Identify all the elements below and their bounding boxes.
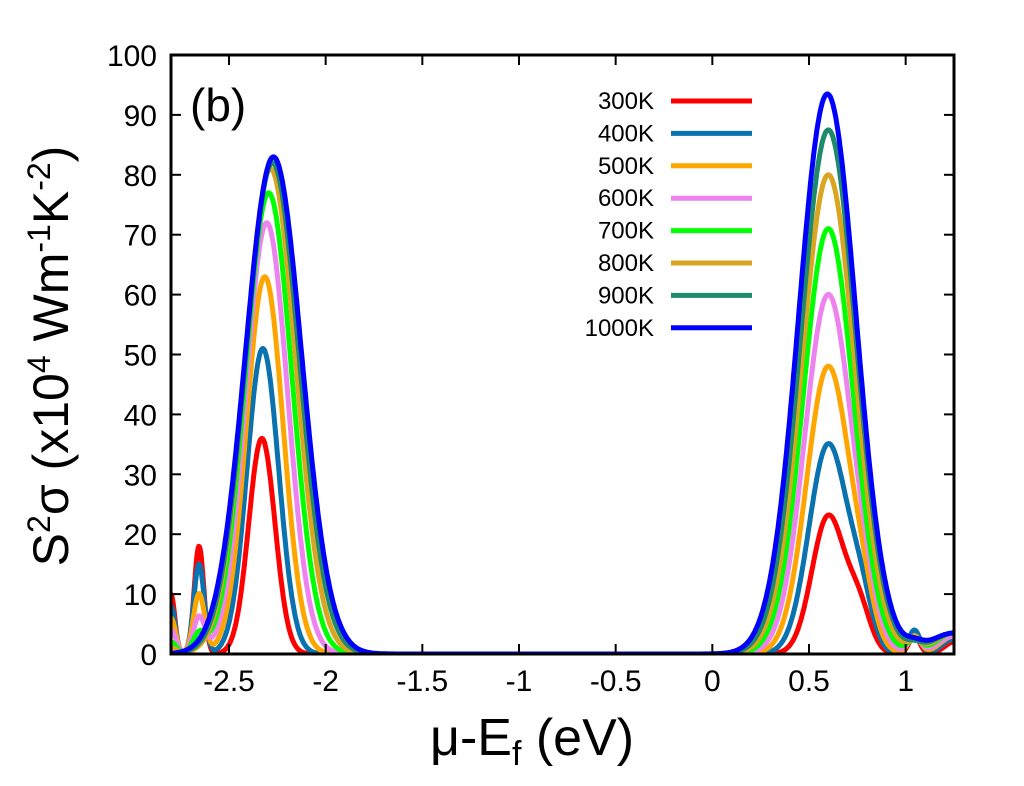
legend-label: 600K bbox=[598, 185, 654, 212]
y-tick-label: 10 bbox=[124, 579, 157, 612]
series-line-800K bbox=[171, 166, 954, 654]
legend-label: 300K bbox=[598, 88, 654, 115]
series-line-300K bbox=[171, 436, 954, 654]
series-layer bbox=[171, 91, 954, 654]
panel-label: (b) bbox=[190, 79, 246, 131]
y-tick-label: 40 bbox=[124, 399, 157, 432]
y-tick-label: 70 bbox=[124, 220, 157, 253]
legend-label: 900K bbox=[598, 282, 654, 309]
legend-label: 1000K bbox=[585, 315, 654, 342]
x-axis-label: μ-Ef (eV) bbox=[430, 709, 634, 773]
series-line-700K bbox=[171, 190, 954, 654]
y-tick-label: 60 bbox=[124, 280, 157, 313]
series-line-400K bbox=[171, 346, 954, 654]
y-tick-label: 0 bbox=[140, 639, 157, 672]
legend-label: 700K bbox=[598, 218, 654, 245]
series-line-600K bbox=[171, 220, 954, 654]
x-tick-label: -1.5 bbox=[396, 665, 448, 698]
y-tick-label: 50 bbox=[124, 340, 157, 373]
series-line-1000K bbox=[171, 91, 954, 654]
y-tick-label: 100 bbox=[107, 40, 157, 73]
y-tick-label: 90 bbox=[124, 100, 157, 133]
legend-label: 800K bbox=[598, 250, 654, 277]
x-tick-label: -0.5 bbox=[590, 665, 642, 698]
x-tick-label: -1 bbox=[506, 665, 533, 698]
series-line-900K bbox=[171, 127, 954, 654]
y-tick-label: 80 bbox=[124, 160, 157, 193]
series-line-500K bbox=[171, 274, 954, 654]
tick-layer: -2.5 -2 -1.5 -1 -0.5 0 0.5 10102030405060708090… bbox=[107, 40, 954, 698]
x-tick-label: 0 bbox=[704, 665, 721, 698]
x-tick-label: -2.5 bbox=[203, 665, 255, 698]
x-tick-label: 1 bbox=[897, 665, 914, 698]
y-tick-label: 20 bbox=[124, 519, 157, 552]
y-tick-label: 30 bbox=[124, 459, 157, 492]
x-tick-label: 0.5 bbox=[788, 665, 830, 698]
legend-label: 500K bbox=[598, 153, 654, 180]
x-tick-label: -2 bbox=[312, 665, 339, 698]
legend: 300K 400K 500K 600K 700K 800K 900K 1000K bbox=[585, 88, 752, 342]
y-axis-label: S2σ (x104 Wm-1K-2) bbox=[21, 146, 79, 567]
legend-label: 400K bbox=[598, 120, 654, 147]
